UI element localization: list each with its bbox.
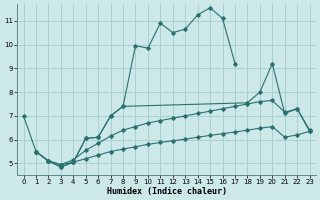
X-axis label: Humidex (Indice chaleur): Humidex (Indice chaleur) — [107, 187, 227, 196]
